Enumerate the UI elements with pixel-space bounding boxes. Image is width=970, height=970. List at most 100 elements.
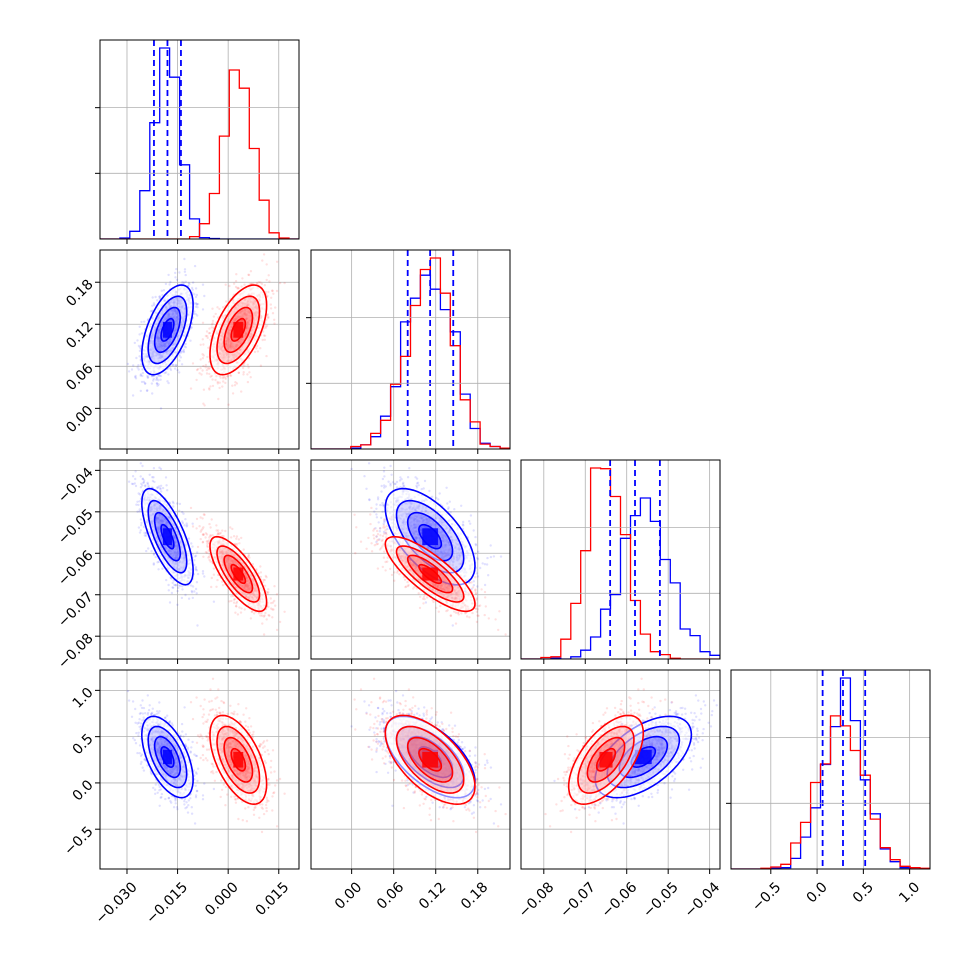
scatter-point: [171, 581, 174, 585]
scatter-point: [210, 374, 213, 378]
scatter-point: [215, 585, 218, 588]
scatter-point: [195, 581, 199, 584]
scatter-point: [181, 585, 184, 588]
scatter-point: [247, 273, 250, 276]
scatter-point: [205, 372, 209, 375]
scatter-point: [176, 502, 179, 505]
scatter-point: [219, 376, 222, 379]
scatter-point: [273, 599, 276, 603]
scatter-point: [173, 583, 176, 587]
scatter-point: [283, 610, 286, 613]
scatter-point: [185, 524, 189, 527]
scatter-point: [267, 290, 270, 294]
scatter-point: [151, 392, 154, 395]
scatter-point: [243, 283, 246, 286]
scatter-point: [135, 356, 138, 360]
scatter-point: [182, 350, 186, 354]
scatter-point: [194, 554, 198, 557]
scatter-point: [243, 364, 246, 367]
scatter-point: [187, 281, 190, 285]
scatter-point: [201, 572, 205, 575]
scatter-point: [138, 333, 141, 336]
scatter-point: [151, 296, 154, 299]
scatter-point: [232, 598, 236, 601]
scatter-point: [206, 336, 209, 340]
scatter-point: [131, 475, 135, 478]
scatter-point: [267, 588, 270, 591]
scatter-point: [196, 314, 199, 317]
scatter-point: [195, 303, 199, 306]
scatter-point: [142, 481, 145, 484]
scatter-point: [232, 535, 236, 538]
scatter-point: [137, 492, 140, 495]
scatter-point: [242, 371, 245, 374]
scatter-point: [161, 567, 164, 570]
scatter-point: [195, 368, 199, 372]
scatter-point: [206, 334, 209, 338]
histogram-panel-p2: [306, 249, 511, 454]
scatter-point: [150, 375, 154, 378]
scatter-point: [213, 243, 215, 245]
scatter-point: [248, 371, 251, 374]
scatter-point: [165, 484, 168, 487]
scatter-point: [185, 522, 188, 525]
scatter-point: [141, 477, 145, 480]
scatter-point: [179, 356, 183, 359]
scatter-point: [184, 593, 187, 597]
scatter-point: [131, 394, 135, 397]
scatter-point: [145, 549, 148, 553]
scatter-point: [159, 484, 163, 487]
scatter-point: [180, 596, 184, 600]
density-peak: [162, 322, 172, 338]
scatter-point: [140, 380, 144, 384]
scatter-point: [211, 534, 214, 537]
scatter-point: [170, 591, 174, 595]
scatter-point: [146, 481, 149, 484]
scatter-point: [275, 289, 279, 293]
scatter-point: [202, 343, 205, 346]
scatter-point: [152, 563, 155, 566]
scatter-point: [247, 357, 251, 360]
scatter-point: [238, 606, 241, 609]
scatter-point: [194, 295, 198, 299]
scatter-point: [183, 345, 186, 348]
scatter-point: [184, 518, 187, 521]
scatter-point: [202, 533, 205, 536]
scatter-point: [195, 527, 198, 530]
scatter-panel-p1-vs-p3: −0.08−0.07−0.06−0.05−0.04: [55, 459, 300, 672]
y-tick-label: 0.18: [63, 277, 96, 310]
scatter-point: [177, 584, 180, 587]
scatter-point: [210, 323, 214, 326]
scatter-point: [137, 344, 141, 348]
scatter-point: [235, 600, 239, 604]
scatter-point: [232, 601, 236, 604]
scatter-point: [222, 380, 225, 383]
scatter-point: [181, 588, 184, 591]
scatter-point: [156, 486, 159, 489]
scatter-point: [189, 506, 193, 510]
scatter-point: [268, 614, 271, 617]
scatter-point: [142, 525, 146, 529]
scatter-point: [180, 350, 183, 353]
scatter-point: [225, 300, 228, 303]
scatter-point: [156, 561, 159, 564]
scatter-point: [148, 473, 151, 476]
scatter-point: [133, 341, 136, 345]
scatter-point: [176, 589, 179, 593]
scatter-point: [146, 318, 150, 321]
scatter-point: [223, 376, 227, 379]
scatter-point: [191, 596, 194, 600]
scatter-point: [174, 363, 178, 367]
scatter-point: [214, 312, 217, 316]
scatter-point: [211, 378, 214, 381]
scatter-point: [199, 367, 202, 370]
scatter-point: [259, 364, 263, 367]
scatter-point: [183, 270, 187, 273]
scatter-point: [265, 354, 268, 358]
scatter-point: [229, 374, 232, 377]
y-tick-label: 0.06: [63, 361, 96, 394]
scatter-point: [191, 545, 194, 548]
scatter-point: [229, 526, 232, 529]
scatter-point: [191, 281, 195, 284]
scatter-point: [263, 334, 267, 337]
